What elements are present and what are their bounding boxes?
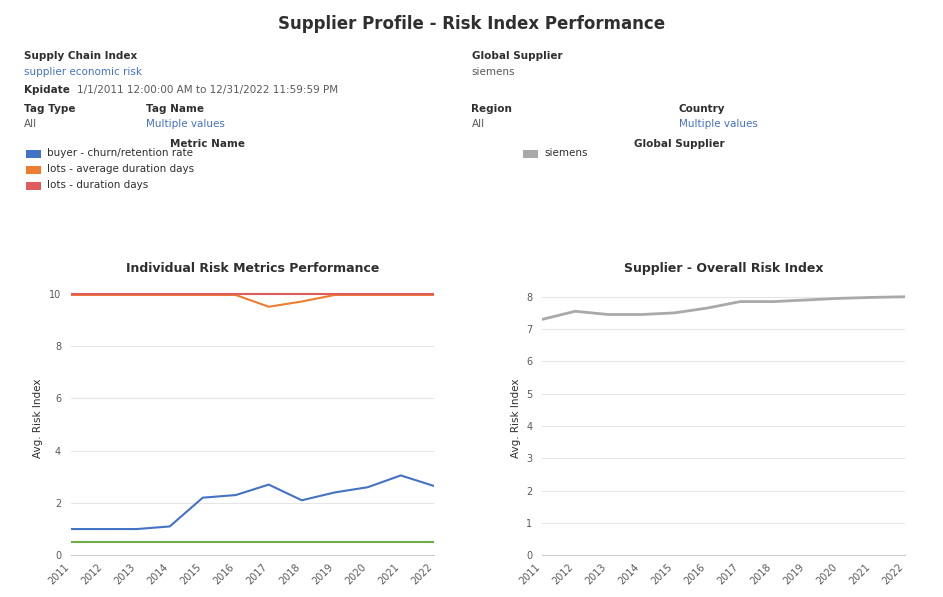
Text: All: All (472, 119, 485, 130)
Text: Country: Country (679, 104, 725, 114)
Text: lots - duration days: lots - duration days (47, 180, 148, 190)
Title: Supplier - Overall Risk Index: Supplier - Overall Risk Index (624, 262, 823, 275)
Text: Tag Type: Tag Type (24, 104, 75, 114)
Text: buyer - churn/retention rate: buyer - churn/retention rate (47, 148, 193, 158)
Title: Individual Risk Metrics Performance: Individual Risk Metrics Performance (125, 262, 379, 275)
Text: siemens: siemens (544, 149, 587, 158)
Text: Global Supplier: Global Supplier (634, 139, 724, 149)
Y-axis label: Avg. Risk Index: Avg. Risk Index (33, 378, 43, 458)
Text: Region: Region (472, 104, 512, 114)
Text: Kpidate: Kpidate (24, 85, 70, 95)
Text: Supplier Profile - Risk Index Performance: Supplier Profile - Risk Index Performanc… (278, 15, 665, 33)
Text: siemens: siemens (472, 67, 515, 77)
Text: All: All (24, 119, 37, 130)
Text: supplier economic risk: supplier economic risk (24, 67, 141, 77)
Text: Tag Name: Tag Name (146, 104, 205, 114)
Text: Metric Name: Metric Name (170, 139, 245, 149)
Text: Global Supplier: Global Supplier (472, 51, 562, 61)
Y-axis label: Avg. Risk Index: Avg. Risk Index (511, 378, 521, 458)
Text: lots - average duration days: lots - average duration days (47, 164, 194, 174)
Text: 1/1/2011 12:00:00 AM to 12/31/2022 11:59:59 PM: 1/1/2011 12:00:00 AM to 12/31/2022 11:59… (77, 85, 339, 95)
Text: Supply Chain Index: Supply Chain Index (24, 51, 137, 61)
Text: Multiple values: Multiple values (679, 119, 758, 130)
Text: Multiple values: Multiple values (146, 119, 225, 130)
